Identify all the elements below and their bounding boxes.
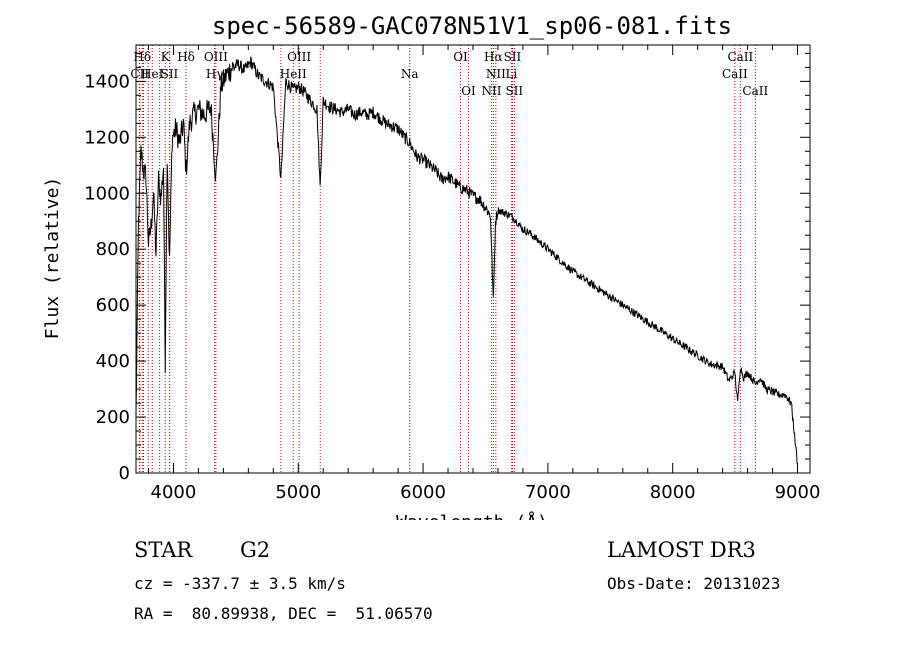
line-label-17: Li bbox=[506, 67, 518, 81]
y-tick-label: 400 bbox=[96, 351, 130, 372]
line-label-12: OI bbox=[461, 84, 476, 98]
spectrum-series bbox=[135, 56, 798, 465]
line-label-19: CaII bbox=[727, 50, 753, 64]
y-axis: 0 200 400 600 800 1000 1200 1400 bbox=[84, 52, 810, 484]
x-tick-label: 8000 bbox=[650, 482, 696, 503]
line-label-6: OIII bbox=[204, 50, 228, 64]
coordinates: RA = 80.89938, DEC = 51.06570 bbox=[134, 604, 433, 623]
line-label-10: Na bbox=[401, 67, 419, 81]
line-label-9: HeII bbox=[280, 67, 307, 81]
line-label-15: NII bbox=[481, 84, 501, 98]
chart-title: spec-56589-GAC078N51V1_sp06-081.fits bbox=[212, 12, 732, 40]
line-label-11: OI bbox=[453, 50, 468, 64]
line-label-16: SII bbox=[504, 50, 522, 64]
line-label-13: Hα bbox=[484, 50, 503, 64]
y-tick-label: 200 bbox=[96, 407, 130, 428]
object-subclass: G2 bbox=[240, 538, 271, 562]
x-tick-label: 5000 bbox=[275, 482, 321, 503]
object-class: STAR bbox=[134, 538, 193, 562]
x-tick-label: 4000 bbox=[151, 482, 197, 503]
line-label-14: NII bbox=[486, 67, 506, 81]
y-tick-label: 1400 bbox=[84, 71, 130, 92]
spectrum-line bbox=[135, 56, 798, 465]
x-tick-label: 7000 bbox=[525, 482, 571, 503]
y-tick-label: 600 bbox=[96, 295, 130, 316]
y-tick-label: 1200 bbox=[84, 127, 130, 148]
line-label-2: HeI bbox=[141, 67, 164, 81]
line-label-18: SII bbox=[505, 84, 523, 98]
x-tick-label: 6000 bbox=[400, 482, 446, 503]
y-tick-label: 800 bbox=[96, 239, 130, 260]
x-axis-title: Wavelength (Å) bbox=[396, 511, 548, 520]
spectrum-chart: spec-56589-GAC078N51V1_sp06-081.fits Hδ C… bbox=[42, 12, 821, 520]
x-tick-label: 9000 bbox=[775, 482, 821, 503]
line-label-21: CaII bbox=[742, 84, 768, 98]
line-label-7: Hγ bbox=[206, 67, 224, 81]
line-label-5: Hδ bbox=[177, 50, 195, 64]
line-label-4: SII bbox=[161, 67, 179, 81]
observation-date: Obs-Date: 20131023 bbox=[607, 574, 781, 593]
line-label-8: OIII bbox=[287, 50, 311, 64]
x-axis: 4000 5000 6000 7000 8000 9000 bbox=[147, 45, 821, 503]
line-label-20: CaII bbox=[722, 67, 748, 81]
y-axis-title: Flux (relative) bbox=[42, 177, 63, 340]
plot-frame bbox=[135, 44, 811, 474]
line-label-1: CII bbox=[130, 67, 149, 81]
y-tick-label: 0 bbox=[119, 463, 130, 484]
y-tick-label: 1000 bbox=[84, 183, 130, 204]
line-label-3: K bbox=[161, 50, 171, 64]
survey-name: LAMOST DR3 bbox=[607, 538, 756, 562]
redshift-velocity: cz = -337.7 ± 3.5 km/s bbox=[134, 574, 346, 593]
